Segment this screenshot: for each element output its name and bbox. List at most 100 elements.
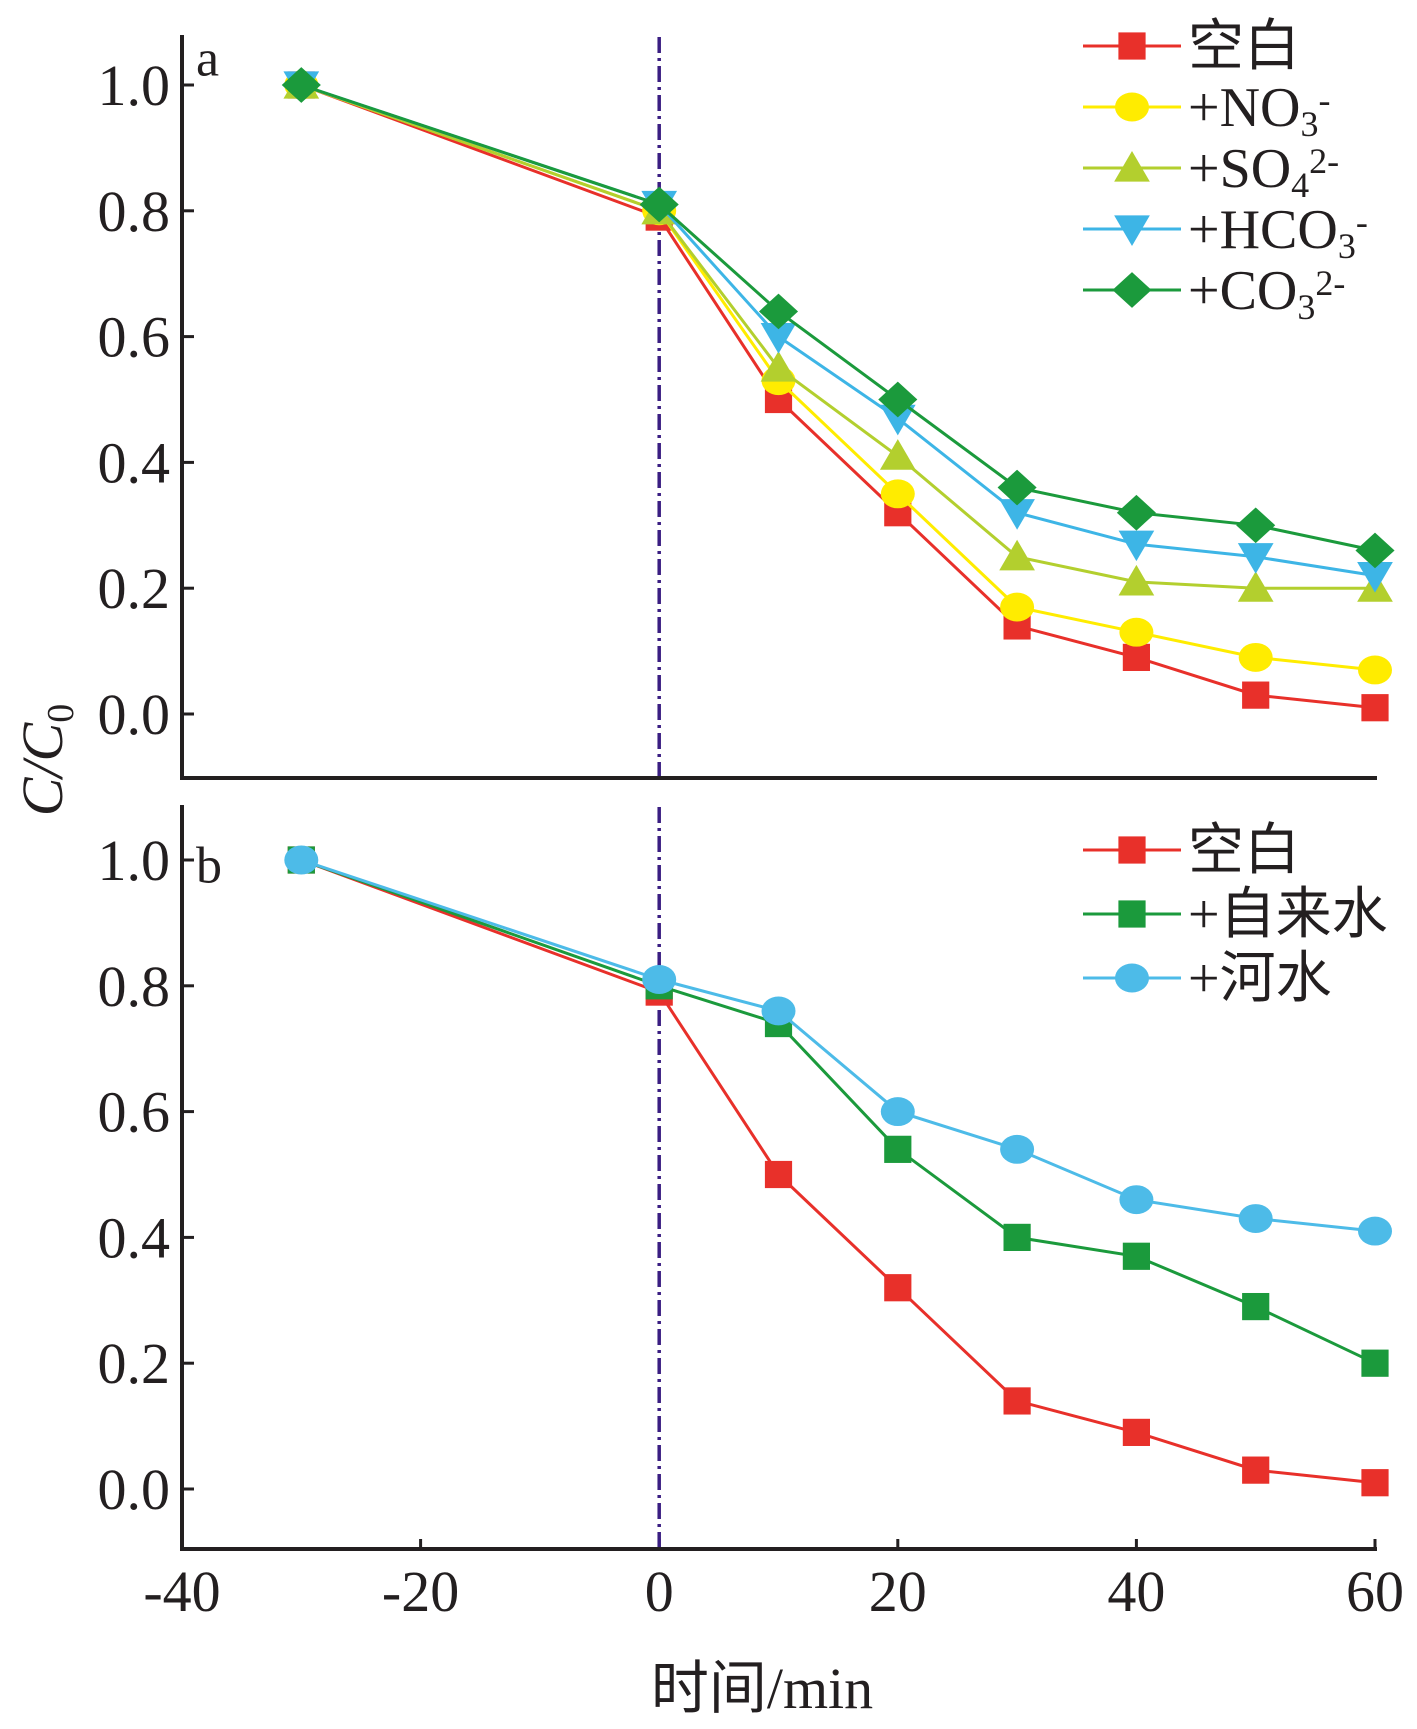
y-tick-label: 0.4 — [98, 1205, 171, 1270]
legend-label-part-0: +自来水 — [1188, 884, 1388, 946]
data-point — [1355, 532, 1395, 569]
data-point — [880, 1097, 915, 1127]
data-point — [879, 404, 916, 436]
y-tick-label: 1.0 — [98, 828, 171, 893]
legend-label-part-1: 3 — [1300, 104, 1318, 144]
series-line — [300, 83, 1375, 590]
series-line — [300, 858, 1376, 1233]
data-point — [884, 1274, 912, 1302]
y-tick-label: 0.6 — [98, 1080, 171, 1145]
y-tick-label: 0.2 — [98, 1331, 171, 1396]
y-tick-label: 0.2 — [98, 556, 171, 621]
series-line — [300, 858, 1376, 1485]
legend-marker — [1118, 836, 1146, 864]
data-point — [764, 1160, 793, 1189]
data-point — [760, 323, 797, 354]
data-point — [1242, 681, 1270, 709]
data-point — [758, 293, 799, 330]
legend-label-part-2: 2- — [1315, 263, 1345, 303]
data-point — [1357, 562, 1393, 593]
legend-marker — [1115, 92, 1149, 122]
legend-label-part-2: 2- — [1309, 141, 1339, 181]
data-point — [1122, 1242, 1150, 1270]
y-tick-label: 0.6 — [98, 305, 171, 370]
data-point — [642, 965, 677, 994]
legend-label-part-0: 空白 — [1188, 820, 1300, 882]
y-tick-label: 0.8 — [98, 954, 171, 1019]
panel-b: 0.0 0.2 0.4 0.6 0.8 1.0 -40 -20 0 20 40 60 b 空白+自来水+河… — [98, 805, 1404, 1624]
legend-label-part-0: +HCO — [1188, 199, 1338, 261]
legend-label: +SO42- — [1188, 138, 1339, 205]
series-line — [300, 83, 1376, 552]
data-point — [1119, 1185, 1154, 1215]
data-point — [999, 499, 1035, 530]
x-tick-label: 60 — [1346, 1559, 1404, 1624]
legend-marker — [1118, 900, 1146, 928]
data-point — [1236, 507, 1276, 544]
data-point — [281, 67, 321, 103]
legend-marker — [1118, 32, 1146, 60]
legend-label: +HCO3- — [1188, 199, 1368, 266]
data-point — [639, 186, 679, 223]
data-point — [760, 351, 797, 382]
data-point — [1000, 592, 1035, 622]
legend-label-part-1: 3 — [1338, 226, 1356, 266]
legend-label-part-0: +NO — [1188, 77, 1300, 139]
data-point — [1358, 1216, 1392, 1246]
legend-label-part-0: +CO — [1188, 260, 1297, 322]
legend-label-part-1: 4 — [1291, 165, 1309, 205]
x-tick-label: -20 — [382, 1559, 459, 1624]
x-tick-label: 20 — [869, 1559, 927, 1624]
y-tick-label: 0.4 — [98, 430, 171, 495]
x-tick-label: -40 — [143, 1559, 220, 1624]
data-point — [1122, 1418, 1150, 1446]
data-point — [999, 539, 1035, 571]
data-point — [1119, 617, 1154, 647]
legend-label-part-2: - — [1356, 202, 1368, 242]
x-tick-label: 40 — [1107, 1559, 1165, 1624]
y-tick-label: 1.0 — [98, 53, 171, 118]
panel-label: b — [196, 837, 222, 894]
y-axis-title-sub: 0 — [40, 704, 82, 723]
legend-label: +自来水 — [1188, 884, 1388, 946]
panel-a: 0.00.20.40.60.81.0 a 空白+NO3-+SO42-+HCO3-+C… — [98, 16, 1395, 780]
data-point — [1238, 642, 1273, 672]
data-point — [1116, 494, 1156, 531]
series-line — [300, 858, 1376, 1365]
data-point — [1242, 1456, 1270, 1484]
legend-label: 空白 — [1188, 16, 1300, 78]
x-tick-label: 0 — [645, 1559, 674, 1624]
y-tick-label: 0.8 — [98, 179, 171, 244]
x-axis-title: 时间/min — [651, 1656, 873, 1721]
legend-label-part-0: +SO — [1188, 138, 1291, 200]
y-axis-title: C/C0 — [10, 704, 82, 817]
legend-label-part-0: 空白 — [1188, 16, 1300, 78]
data-point — [884, 1135, 912, 1163]
legend-label: +河水 — [1188, 948, 1332, 1010]
legend-label-part-0: +河水 — [1188, 948, 1332, 1010]
data-point — [880, 479, 915, 509]
data-point — [761, 996, 796, 1026]
legend-marker — [1114, 151, 1150, 182]
legend-label: +NO3- — [1188, 77, 1330, 144]
legend-label-part-1: 3 — [1297, 287, 1315, 327]
data-point — [1003, 1387, 1031, 1415]
legend-marker — [1115, 963, 1149, 993]
y-tick-label: 0.0 — [98, 1457, 171, 1522]
data-point — [1003, 1223, 1031, 1251]
legend-marker — [1112, 272, 1152, 308]
series-line — [300, 83, 1376, 578]
data-point — [1237, 543, 1274, 574]
data-point — [1118, 564, 1155, 596]
series-line — [300, 83, 1376, 710]
data-point — [1122, 643, 1150, 671]
data-point — [997, 469, 1037, 506]
legend-label: 空白 — [1188, 820, 1300, 882]
data-point — [1000, 1134, 1035, 1164]
data-point — [1361, 1469, 1389, 1497]
data-point — [1118, 530, 1155, 562]
data-point — [1358, 655, 1392, 685]
y-axis-title-main: C/C — [10, 721, 75, 816]
